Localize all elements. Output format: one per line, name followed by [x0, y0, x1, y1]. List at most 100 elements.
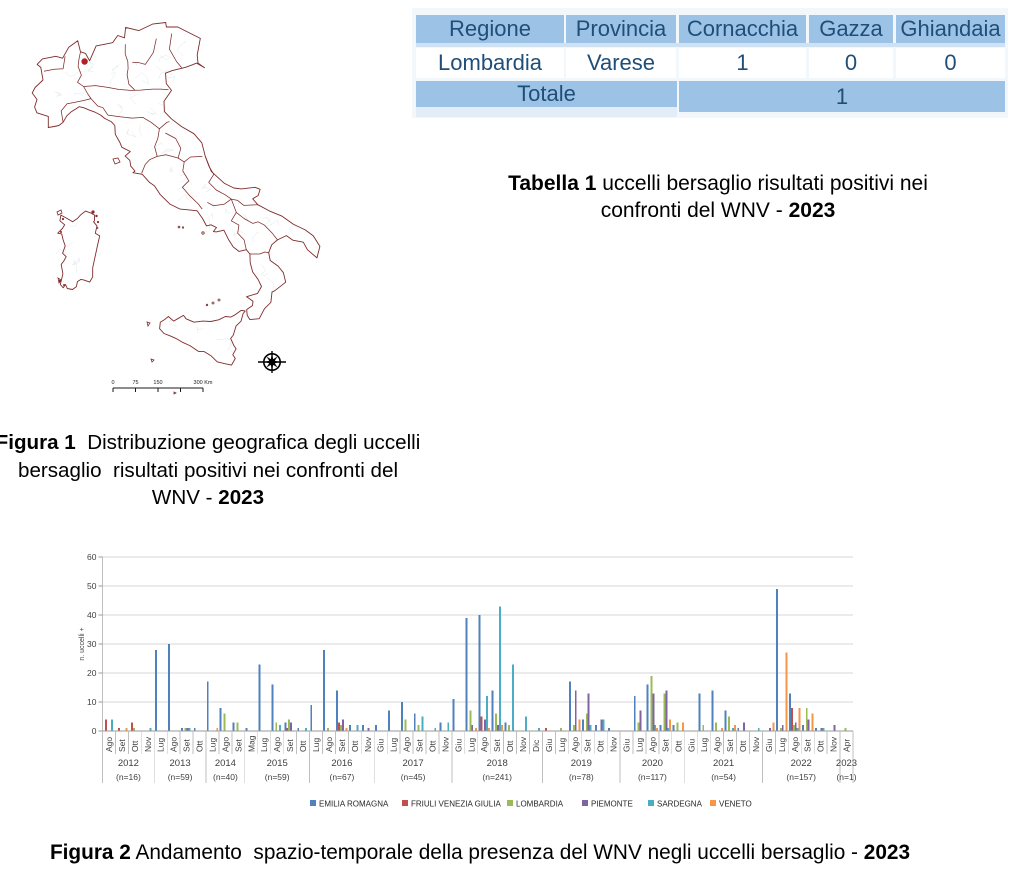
svg-text:(n=54): (n=54): [711, 772, 736, 782]
svg-text:Ott: Ott: [738, 740, 748, 752]
svg-text:Giu: Giu: [764, 739, 774, 753]
svg-text:0: 0: [111, 380, 114, 386]
svg-text:2013: 2013: [170, 758, 191, 769]
svg-text:Ott: Ott: [298, 740, 308, 752]
svg-text:60: 60: [87, 552, 97, 562]
svg-text:Set: Set: [803, 739, 813, 752]
svg-text:FRIULI VENEZIA GIULIA: FRIULI VENEZIA GIULIA: [411, 800, 501, 809]
svg-text:2023: 2023: [836, 758, 857, 769]
svg-text:Lug: Lug: [389, 738, 399, 752]
svg-text:Ago: Ago: [712, 737, 722, 752]
svg-text:Nov: Nov: [829, 736, 839, 752]
svg-text:Nov: Nov: [363, 736, 373, 752]
svg-text:(n=1): (n=1): [836, 772, 856, 782]
svg-text:2018: 2018: [487, 758, 508, 769]
svg-text:Nov: Nov: [751, 736, 761, 752]
svg-text:Set: Set: [492, 739, 502, 752]
svg-text:Ott: Ott: [428, 740, 438, 752]
svg-text:(n=67): (n=67): [329, 772, 354, 782]
svg-text:Lug: Lug: [311, 738, 321, 752]
svg-text:Set: Set: [285, 739, 295, 752]
svg-text:Ago: Ago: [402, 737, 412, 752]
svg-text:(n=59): (n=59): [265, 772, 290, 782]
svg-text:Lug: Lug: [557, 738, 567, 752]
svg-text:2012: 2012: [118, 758, 139, 769]
svg-text:Mag: Mag: [246, 735, 256, 752]
svg-text:Set: Set: [182, 739, 192, 752]
svg-text:2020: 2020: [642, 758, 663, 769]
svg-text:Set: Set: [583, 739, 593, 752]
svg-text:Ago: Ago: [647, 737, 657, 752]
svg-text:Ago: Ago: [479, 737, 489, 752]
svg-text:Nov: Nov: [609, 736, 619, 752]
svg-text:Ott: Ott: [195, 740, 205, 752]
svg-text:Lug: Lug: [777, 738, 787, 752]
svg-text:50: 50: [87, 581, 97, 591]
svg-text:2021: 2021: [713, 758, 734, 769]
svg-text:Ago: Ago: [570, 737, 580, 752]
svg-text:n. uccelli +: n. uccelli +: [79, 627, 86, 660]
svg-text:Ott: Ott: [505, 740, 515, 752]
svg-text:Set: Set: [337, 739, 347, 752]
svg-text:Lug: Lug: [466, 738, 476, 752]
svg-text:Set: Set: [415, 739, 425, 752]
svg-text:Ago: Ago: [324, 737, 334, 752]
svg-text:Ott: Ott: [130, 740, 140, 752]
svg-text:Ago: Ago: [104, 737, 114, 752]
svg-text:Giu: Giu: [453, 739, 463, 753]
svg-text:Set: Set: [233, 739, 243, 752]
svg-text:Ott: Ott: [673, 740, 683, 752]
svg-text:(n=241): (n=241): [482, 772, 512, 782]
svg-text:(n=45): (n=45): [401, 772, 426, 782]
svg-text:10: 10: [87, 697, 97, 707]
svg-text:SARDEGNA: SARDEGNA: [657, 800, 703, 809]
svg-text:2015: 2015: [267, 758, 288, 769]
svg-text:Set: Set: [660, 739, 670, 752]
svg-text:2017: 2017: [403, 758, 424, 769]
svg-text:Nov: Nov: [440, 736, 450, 752]
svg-text:20: 20: [87, 668, 97, 678]
svg-text:Lug: Lug: [259, 738, 269, 752]
svg-text:Ago: Ago: [169, 737, 179, 752]
svg-text:Dic: Dic: [531, 739, 541, 752]
svg-text:Lug: Lug: [635, 738, 645, 752]
svg-text:Giu: Giu: [686, 739, 696, 753]
svg-text:Giu: Giu: [376, 739, 386, 753]
svg-text:Ott: Ott: [816, 740, 826, 752]
svg-text:Lug: Lug: [208, 738, 218, 752]
svg-text:Ago: Ago: [790, 737, 800, 752]
svg-text:(n=40): (n=40): [213, 772, 238, 782]
svg-text:Apr: Apr: [842, 739, 852, 752]
svg-text:Nov: Nov: [143, 736, 153, 752]
svg-text:(n=59): (n=59): [168, 772, 193, 782]
svg-text:150: 150: [153, 380, 162, 386]
svg-text:2014: 2014: [215, 758, 236, 769]
svg-text:Ago: Ago: [220, 737, 230, 752]
svg-text:Ott: Ott: [350, 740, 360, 752]
svg-text:Giu: Giu: [622, 739, 632, 753]
svg-text:2019: 2019: [571, 758, 592, 769]
svg-text:Set: Set: [725, 739, 735, 752]
svg-text:0: 0: [92, 726, 97, 736]
svg-text:2022: 2022: [791, 758, 812, 769]
svg-text:30: 30: [87, 639, 97, 649]
svg-text:300 Km: 300 Km: [194, 380, 213, 386]
svg-text:(n=16): (n=16): [116, 772, 141, 782]
svg-text:(n=117): (n=117): [638, 772, 667, 782]
svg-text:2016: 2016: [331, 758, 352, 769]
svg-text:40: 40: [87, 610, 97, 620]
svg-text:Set: Set: [117, 739, 127, 752]
svg-text:EMILIA ROMAGNA: EMILIA ROMAGNA: [319, 800, 389, 809]
svg-text:Ott: Ott: [596, 740, 606, 752]
svg-text:(n=157): (n=157): [786, 772, 816, 782]
svg-text:(n=78): (n=78): [569, 772, 594, 782]
svg-text:Lug: Lug: [156, 738, 166, 752]
svg-text:LOMBARDIA: LOMBARDIA: [516, 800, 564, 809]
svg-text:Lug: Lug: [699, 738, 709, 752]
svg-text:75: 75: [132, 380, 138, 386]
svg-text:Giu: Giu: [544, 739, 554, 753]
svg-text:PIEMONTE: PIEMONTE: [591, 800, 633, 809]
svg-text:VENETO: VENETO: [719, 800, 752, 809]
svg-text:Ago: Ago: [272, 737, 282, 752]
svg-text:Nov: Nov: [518, 736, 528, 752]
